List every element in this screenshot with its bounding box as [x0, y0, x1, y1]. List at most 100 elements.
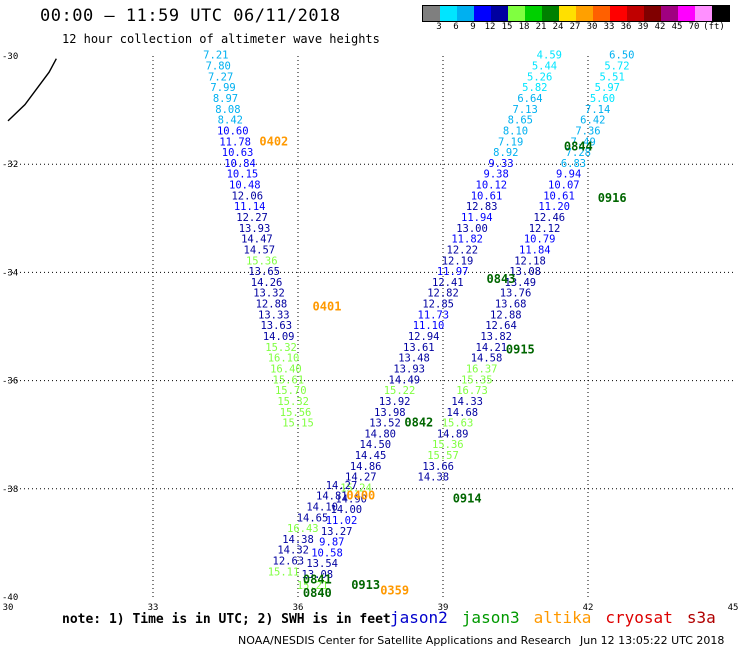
- wave-height-value: 6.64: [517, 93, 542, 105]
- pass-time-label: 0840: [303, 586, 332, 600]
- note-text: note: 1) Time is in UTC; 2) SWH is in fe…: [62, 612, 391, 627]
- wave-height-value: 7.27: [208, 71, 233, 83]
- wave-height-value: 13.65: [248, 266, 280, 278]
- x-tick-label: 39: [438, 603, 449, 613]
- wave-height-value: 13.82: [480, 331, 512, 343]
- axis-labels: 30 33 36 39 42 45 -30 -32 -34 -36 -38 -40: [2, 52, 738, 613]
- credit-text: NOAA/NESDIS Center for Satellite Applica…: [238, 634, 572, 647]
- wave-height-value: 7.28: [566, 147, 591, 159]
- pass-time-label: 0400: [346, 489, 375, 503]
- wave-height-value: 11.97: [437, 266, 469, 278]
- wave-height-value: 5.51: [600, 71, 625, 83]
- wave-height-value: 7.21: [203, 50, 228, 62]
- pass-time-label: 0914: [453, 491, 482, 505]
- wave-height-value: 8.65: [508, 115, 533, 127]
- color-scale-tick: 24: [552, 22, 564, 32]
- wave-height-value: 14.38: [282, 534, 314, 546]
- wave-height-value: 8.42: [218, 115, 243, 127]
- color-scale-tick: 36: [620, 22, 632, 32]
- color-scale-tick: 39: [637, 22, 649, 32]
- color-swatch: [695, 6, 712, 21]
- color-swatch: [525, 6, 542, 21]
- wave-height-value: 12.63: [273, 556, 305, 568]
- wave-height-value: 12.88: [256, 299, 288, 311]
- wave-height-value: 6.83: [561, 158, 586, 170]
- wave-height-value: 15.63: [442, 418, 474, 430]
- color-scale-tick: 6: [453, 22, 459, 32]
- wave-height-value: 12.19: [442, 255, 474, 267]
- wave-height-value: 14.68: [447, 407, 479, 419]
- color-swatch: [576, 6, 593, 21]
- wave-height-value: 11.02: [326, 515, 358, 527]
- wave-height-value: 15.11: [268, 566, 300, 578]
- data-points: 7.217.807.277.998.978.088.4210.6011.7810…: [203, 50, 634, 592]
- wave-height-value: 15.32: [265, 342, 297, 354]
- wave-height-value: 8.08: [215, 104, 240, 116]
- wave-height-value: 14.00: [331, 504, 363, 516]
- x-tick-label: 33: [148, 603, 159, 613]
- color-scale-tick: 33: [603, 22, 615, 32]
- satellite-legend: jason2 jason3 altika cryosat s3a: [390, 608, 716, 627]
- wave-height-value: 14.57: [244, 244, 276, 256]
- wave-height-value: 13.92: [379, 396, 411, 408]
- color-swatch: [457, 6, 474, 21]
- wave-height-value: 6.42: [580, 115, 605, 127]
- color-swatch: [508, 6, 525, 21]
- wave-height-value: 14.50: [360, 439, 392, 451]
- wave-height-value: 13.54: [306, 558, 338, 570]
- wave-height-value: 12.22: [447, 244, 479, 256]
- wave-height-value: 15.22: [384, 385, 416, 397]
- pass-time-label: 0913: [351, 578, 380, 592]
- wave-height-value: 14.81: [316, 491, 348, 503]
- wave-height-value: 10.79: [524, 234, 556, 246]
- wave-height-value: 13.63: [260, 320, 292, 332]
- wave-height-value: 8.92: [493, 147, 518, 159]
- y-tick-label: -38: [2, 485, 18, 495]
- legend-item-altika: altika: [533, 608, 592, 627]
- color-swatch: [491, 6, 508, 21]
- y-tick-label: -40: [2, 593, 18, 603]
- wave-height-value: 10.60: [217, 125, 249, 137]
- wave-height-value: 13.93: [393, 363, 425, 375]
- wave-height-value: 14.09: [263, 331, 295, 343]
- wave-height-value: 16.40: [270, 363, 302, 375]
- wave-height-value: 13.27: [321, 526, 353, 538]
- plot-area: [8, 56, 733, 597]
- wave-height-value: 4.59: [537, 50, 562, 62]
- wave-height-value: 11.73: [418, 309, 450, 321]
- wave-height-value: 15.36: [432, 439, 464, 451]
- legend-item-cryosat: cryosat: [605, 608, 673, 627]
- wave-height-value: 13.61: [403, 342, 435, 354]
- color-scale-ticks: 3 6 9 12 15 18 21 24 27 30 33 36 39 42 45 70 (ft): [422, 22, 740, 34]
- wave-height-value: 14.47: [241, 234, 273, 246]
- wave-height-value: 13.08: [302, 569, 334, 581]
- wave-height-value: 10.61: [543, 190, 575, 202]
- wave-height-value: 12.88: [490, 309, 522, 321]
- wave-height-value: 13.93: [239, 223, 271, 235]
- wave-height-value: 15.61: [273, 374, 305, 386]
- page-title: 00:00 – 11:59 UTC 06/11/2018: [40, 6, 341, 26]
- wave-height-value: 9.87: [319, 537, 344, 549]
- wave-height-value: 11.82: [451, 234, 483, 246]
- coastline: [7, 58, 57, 122]
- wave-height-value: 16.43: [287, 523, 319, 535]
- wave-height-value: 13.98: [374, 407, 406, 419]
- wave-height-value: 5.97: [595, 82, 620, 94]
- wave-height-value: 14.32: [277, 545, 309, 557]
- pass-time-label: 0842: [404, 416, 433, 430]
- pass-time-label: 0916: [598, 191, 627, 205]
- color-scale-tick: (ft): [703, 22, 725, 32]
- wave-height-value: 14.10: [306, 501, 338, 513]
- wave-height-value: 8.10: [503, 125, 528, 137]
- wave-height-value: 16.10: [268, 353, 300, 365]
- pass-time-label: 0841: [303, 572, 332, 586]
- wave-height-value: 13.68: [495, 299, 527, 311]
- wave-height-value: 5.82: [522, 82, 547, 94]
- color-swatch: [627, 6, 644, 21]
- wave-height-value: 7.99: [210, 82, 235, 94]
- color-scale-tick: 30: [586, 22, 598, 32]
- wave-height-value: 13.48: [398, 353, 430, 365]
- color-scale-tick: 3: [436, 22, 442, 32]
- pass-time-label: 0843: [487, 272, 516, 286]
- color-swatch: [610, 6, 627, 21]
